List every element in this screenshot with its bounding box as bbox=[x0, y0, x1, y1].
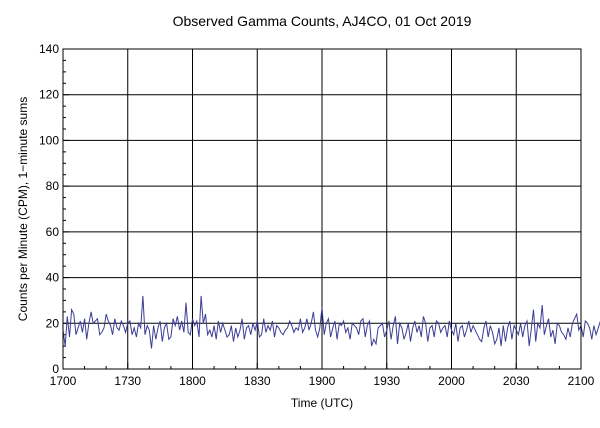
x-tick-label: 1800 bbox=[179, 374, 206, 388]
y-tick-label: 80 bbox=[46, 179, 60, 193]
y-tick-label: 120 bbox=[39, 88, 59, 102]
y-tick-label: 20 bbox=[46, 316, 60, 330]
x-tick-label: 1900 bbox=[309, 374, 336, 388]
tick-labels: 1700 1730 1800 1830 1900 1930 2000 2030 2100 0 20 4… bbox=[39, 42, 595, 388]
plot-frame bbox=[62, 48, 582, 370]
x-axis-title: Time (UTC) bbox=[291, 396, 353, 410]
x-tick-label: 1830 bbox=[244, 374, 271, 388]
y-tick-label: 100 bbox=[39, 133, 59, 147]
y-tick-label: 40 bbox=[46, 271, 60, 285]
x-tick-label: 2000 bbox=[438, 374, 465, 388]
y-tick-label: 140 bbox=[39, 42, 59, 56]
x-tick-label: 1700 bbox=[50, 374, 77, 388]
x-tick-label: 1930 bbox=[373, 374, 400, 388]
grid-lines bbox=[63, 49, 581, 369]
y-tick-label: 0 bbox=[52, 362, 59, 376]
x-tick-label: 2030 bbox=[503, 374, 530, 388]
y-axis-title: Counts per Minute (CPM), 1−minute sums bbox=[16, 97, 30, 321]
chart-title: Observed Gamma Counts, AJ4CO, 01 Oct 201… bbox=[173, 13, 472, 29]
y-tick-label: 60 bbox=[46, 225, 60, 239]
x-tick-label: 1730 bbox=[114, 374, 141, 388]
x-tick-label: 2100 bbox=[568, 374, 595, 388]
series-line-gamma-counts bbox=[62, 295, 600, 349]
